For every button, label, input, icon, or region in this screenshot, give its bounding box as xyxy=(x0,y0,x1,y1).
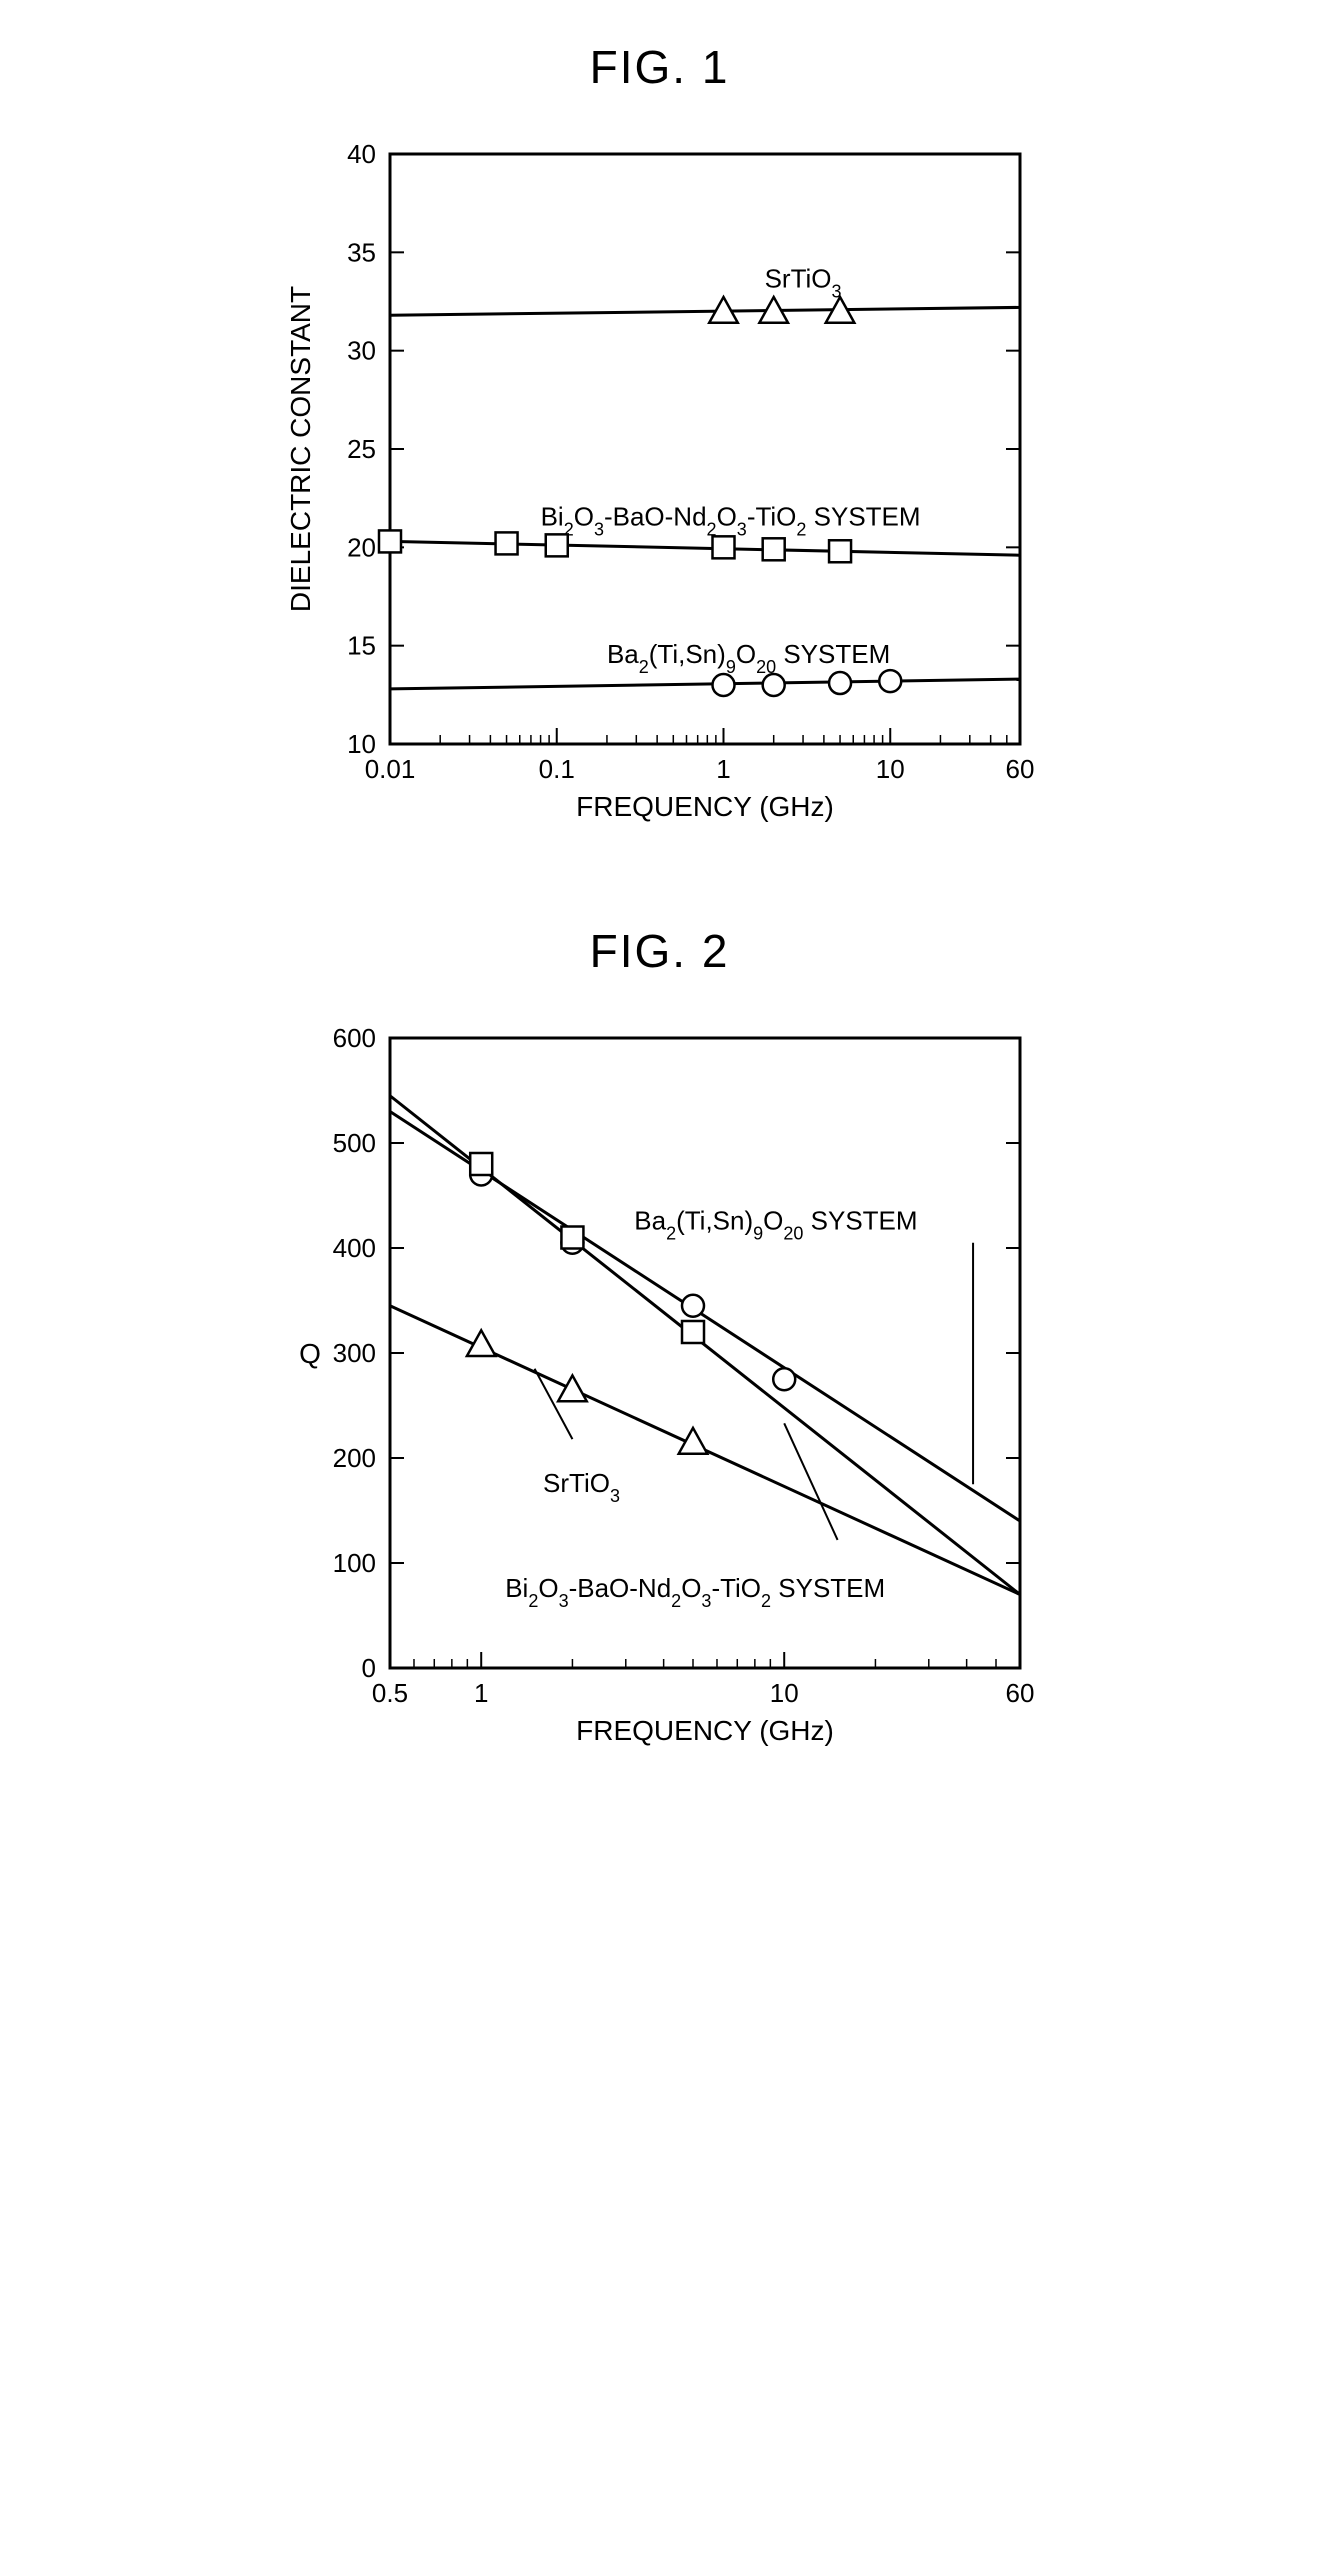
svg-text:60: 60 xyxy=(1005,1678,1034,1708)
figure-1-title: FIG. 1 xyxy=(270,40,1050,94)
svg-text:30: 30 xyxy=(347,336,376,366)
svg-text:0.1: 0.1 xyxy=(538,754,574,784)
svg-text:Bi2O3-BaO-Nd2O3-TiO2 SYSTEM: Bi2O3-BaO-Nd2O3-TiO2 SYSTEM xyxy=(540,501,920,539)
svg-text:35: 35 xyxy=(347,237,376,267)
svg-text:500: 500 xyxy=(332,1128,375,1158)
svg-text:Q: Q xyxy=(299,1338,321,1369)
figure-1-block: FIG. 1 101520253035400.010.111060FREQUEN… xyxy=(270,40,1050,844)
svg-text:100: 100 xyxy=(332,1548,375,1578)
svg-text:SrTiO3: SrTiO3 xyxy=(764,263,841,301)
svg-text:300: 300 xyxy=(332,1338,375,1368)
svg-text:60: 60 xyxy=(1005,754,1034,784)
svg-text:200: 200 xyxy=(332,1443,375,1473)
svg-text:1: 1 xyxy=(473,1678,487,1708)
svg-text:0.01: 0.01 xyxy=(364,754,415,784)
svg-text:1: 1 xyxy=(716,754,730,784)
svg-text:15: 15 xyxy=(347,631,376,661)
figure-2-title: FIG. 2 xyxy=(270,924,1050,978)
figure-2-chart: 01002003004005006000.511060FREQUENCY (GH… xyxy=(270,1008,1050,1788)
figure-2-block: FIG. 2 01002003004005006000.511060FREQUE… xyxy=(270,924,1050,1788)
svg-text:Ba2(Ti,Sn)9O20 SYSTEM: Ba2(Ti,Sn)9O20 SYSTEM xyxy=(634,1206,917,1244)
svg-text:600: 600 xyxy=(332,1023,375,1053)
svg-text:FREQUENCY (GHz): FREQUENCY (GHz) xyxy=(576,1715,834,1746)
svg-text:25: 25 xyxy=(347,434,376,464)
figure-1-chart: 101520253035400.010.111060FREQUENCY (GHz… xyxy=(270,124,1050,844)
svg-text:DIELECTRIC CONSTANT: DIELECTRIC CONSTANT xyxy=(285,286,316,612)
svg-text:Ba2(Ti,Sn)9O20 SYSTEM: Ba2(Ti,Sn)9O20 SYSTEM xyxy=(606,639,889,677)
svg-text:Bi2O3-BaO-Nd2O3-TiO2 SYSTEM: Bi2O3-BaO-Nd2O3-TiO2 SYSTEM xyxy=(505,1573,885,1611)
svg-text:SrTiO3: SrTiO3 xyxy=(543,1468,620,1506)
svg-text:FREQUENCY (GHz): FREQUENCY (GHz) xyxy=(576,791,834,822)
svg-text:400: 400 xyxy=(332,1233,375,1263)
svg-text:40: 40 xyxy=(347,139,376,169)
svg-text:10: 10 xyxy=(875,754,904,784)
svg-text:20: 20 xyxy=(347,532,376,562)
svg-text:0.5: 0.5 xyxy=(371,1678,407,1708)
svg-text:10: 10 xyxy=(769,1678,798,1708)
